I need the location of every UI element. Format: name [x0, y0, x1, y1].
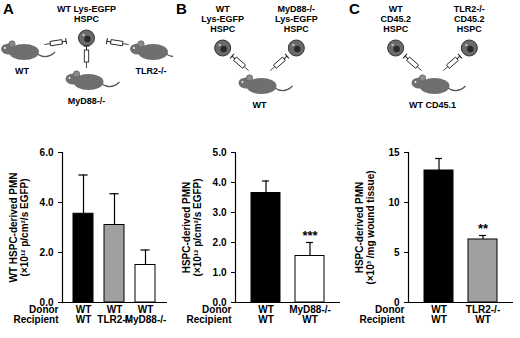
html-text:TLR2-/-: TLR2-/- [97, 313, 132, 325]
svg-text:WT HSPC-derived PMN(×10¹² p/cm: WT HSPC-derived PMN(×10¹² p/cm²/s EGFP) [8, 172, 30, 282]
svg-text:DonorRecipient: DonorRecipient [186, 304, 232, 325]
svg-text:DonorRecipient: DonorRecipient [359, 304, 405, 325]
svg-text:WTWT: WTWT [76, 304, 92, 325]
svg-text:WT: WT [15, 66, 29, 76]
svg-text:MyD88-/-WT: MyD88-/-WT [289, 304, 331, 325]
svg-text:WT Lys-EGFPHSPC: WT Lys-EGFPHSPC [57, 4, 116, 24]
svg-text:HSPC-derived PMN(×10³ /mg woun: HSPC-derived PMN(×10³ /mg wound tissue) [354, 170, 376, 284]
html-text:WT: WT [106, 303, 123, 315]
svg-text:0: 0 [393, 296, 400, 308]
svg-text:5.0: 5.0 [213, 147, 227, 158]
svg-text:WT: WT [253, 100, 267, 110]
svg-text:2.0: 2.0 [40, 247, 54, 258]
svg-text:0.0: 0.0 [212, 296, 227, 308]
svg-text:C: C [349, 0, 360, 17]
svg-text:4.0: 4.0 [40, 197, 54, 208]
svg-text:TLR2-/-CD45.2HSPC: TLR2-/-CD45.2HSPC [454, 4, 485, 34]
svg-text:1.0: 1.0 [213, 267, 227, 278]
svg-text:WT CD45.1: WT CD45.1 [409, 100, 456, 110]
svg-text:4.0: 4.0 [213, 177, 227, 188]
svg-text:6.0: 6.0 [40, 147, 54, 158]
svg-text:WTWT: WTWT [258, 304, 274, 325]
svg-text:3.0: 3.0 [213, 207, 227, 218]
svg-text:2.0: 2.0 [213, 237, 227, 248]
svg-text:WTCD45.2HSPC: WTCD45.2HSPC [380, 4, 411, 34]
svg-text:A: A [3, 0, 14, 17]
svg-text:WTWT: WTWT [431, 304, 447, 325]
svg-text:TLR2-/-WT: TLR2-/-WT [466, 304, 500, 325]
svg-text:10: 10 [388, 197, 400, 208]
svg-text:WTMyD88-/-: WTMyD88-/- [125, 304, 167, 325]
svg-text:MyD88-/-: MyD88-/- [68, 96, 106, 106]
svg-text:TLR2-/-: TLR2-/- [136, 66, 167, 76]
svg-text:***: *** [302, 228, 318, 243]
svg-text:15: 15 [388, 147, 400, 158]
svg-text:B: B [176, 0, 187, 17]
svg-text:WTLys-EGFPHSPC: WTLys-EGFPHSPC [201, 4, 244, 34]
svg-text:0.0: 0.0 [39, 296, 54, 308]
svg-text:DonorRecipient: DonorRecipient [13, 304, 59, 325]
svg-text:HSPC-derived PMN(×10¹² p/cm²/s: HSPC-derived PMN(×10¹² p/cm²/s EGFP) [181, 178, 203, 276]
svg-text:5: 5 [394, 247, 400, 258]
svg-text:**: ** [478, 221, 489, 236]
svg-text:MyD88-/-Lys-EGFPHSPC: MyD88-/-Lys-EGFPHSPC [275, 4, 318, 34]
